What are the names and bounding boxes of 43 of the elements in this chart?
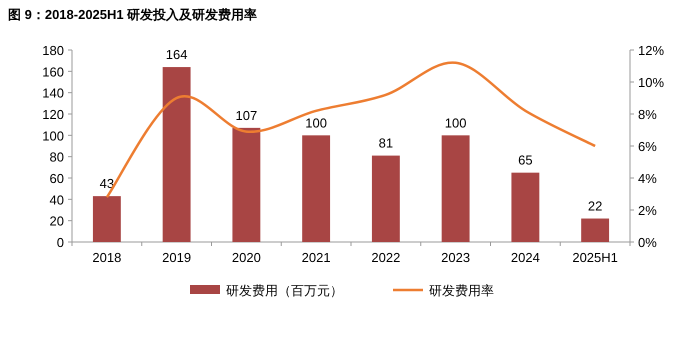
- x-tick-label: 2025H1: [572, 250, 618, 265]
- y2-tick-label: 10%: [638, 75, 664, 90]
- data-label: 100: [444, 115, 466, 130]
- data-label: 22: [588, 198, 602, 214]
- x-tick-label: 2021: [302, 250, 331, 265]
- bar: [442, 135, 470, 242]
- y-tick-label: 100: [42, 128, 64, 144]
- bar: [581, 218, 610, 242]
- y2-tick-label: 4%: [638, 171, 658, 186]
- x-tick-label: 2018: [92, 250, 122, 265]
- bar: [92, 196, 121, 242]
- bar: [511, 172, 540, 242]
- chart-title: 图 9：2018-2025H1 研发投入及研发费用率: [8, 7, 258, 22]
- bar: [302, 135, 330, 242]
- data-label: 100: [305, 115, 327, 130]
- legend-label: 研发费用（百万元）: [226, 283, 343, 298]
- y2-tick-label: 12%: [638, 43, 664, 58]
- y-tick-label: 160: [42, 64, 64, 80]
- y-tick-label: 180: [42, 43, 64, 58]
- x-tick-label: 2019: [162, 250, 192, 265]
- bar: [162, 67, 191, 242]
- x-tick-label: 2024: [510, 250, 540, 265]
- x-tick-label: 2022: [371, 250, 400, 265]
- data-label: 81: [378, 136, 394, 151]
- bar: [232, 128, 260, 242]
- y-tick-label: 20: [50, 214, 64, 229]
- y-tick-label: 120: [42, 107, 64, 122]
- data-label: 107: [236, 108, 258, 123]
- data-label: 164: [166, 47, 188, 62]
- y2-tick-label: 0%: [638, 235, 658, 250]
- y-tick-label: 60: [50, 171, 64, 186]
- y2-tick-label: 6%: [638, 139, 658, 154]
- y-tick-label: 0: [56, 235, 64, 250]
- y-tick-label: 40: [50, 192, 64, 208]
- x-tick-label: 2023: [441, 250, 470, 265]
- data-label: 65: [518, 152, 533, 168]
- y2-tick-label: 8%: [638, 107, 658, 122]
- bar: [372, 156, 400, 242]
- y2-tick-label: 2%: [638, 203, 658, 218]
- legend-label: 研发费用率: [429, 283, 494, 298]
- y-tick-label: 140: [42, 86, 64, 101]
- y-tick-label: 80: [50, 150, 64, 165]
- x-tick-label: 2020: [232, 250, 261, 265]
